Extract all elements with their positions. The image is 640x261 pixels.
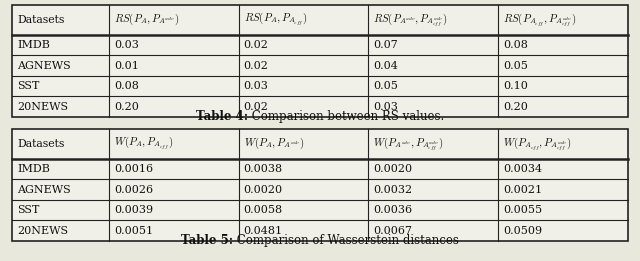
Text: 0.0481: 0.0481: [244, 226, 283, 236]
Text: $\mathit{W}(P_{A^{adv}}, P_{A^{adv}_{eff}})$: $\mathit{W}(P_{A^{adv}}, P_{A^{adv}_{eff…: [373, 135, 444, 153]
Text: $\mathit{W}(P_{A_{eff}}, P_{A^{adv}_{eff}})$: $\mathit{W}(P_{A_{eff}}, P_{A^{adv}_{eff…: [503, 135, 572, 153]
Text: 0.03: 0.03: [373, 102, 398, 112]
Text: 0.0039: 0.0039: [115, 205, 154, 215]
Text: Comparison of Wasserstein distances: Comparison of Wasserstein distances: [233, 234, 459, 247]
Text: SST: SST: [17, 205, 40, 215]
Text: 0.03: 0.03: [244, 81, 269, 91]
Text: 20NEWS: 20NEWS: [17, 102, 68, 112]
Text: AGNEWS: AGNEWS: [17, 61, 71, 70]
Text: 0.01: 0.01: [115, 61, 140, 70]
Text: IMDB: IMDB: [17, 164, 50, 174]
Text: $\mathit{RS}(P_A, P_{A^{adv}})$: $\mathit{RS}(P_A, P_{A^{adv}})$: [115, 12, 180, 27]
Text: 0.0032: 0.0032: [373, 185, 412, 194]
Text: Table 4:: Table 4:: [196, 110, 248, 123]
Text: 0.08: 0.08: [503, 40, 528, 50]
Text: 0.20: 0.20: [503, 102, 528, 112]
Bar: [12, 129, 628, 241]
Text: 0.0055: 0.0055: [503, 205, 542, 215]
Text: Comparison between RS values.: Comparison between RS values.: [248, 110, 444, 123]
Text: 0.03: 0.03: [115, 40, 140, 50]
Text: 0.0020: 0.0020: [244, 185, 283, 194]
Text: $\mathit{W}(P_A, P_{A^{adv}})$: $\mathit{W}(P_A, P_{A^{adv}})$: [244, 136, 305, 151]
Text: Datasets: Datasets: [17, 15, 65, 25]
Text: 0.0016: 0.0016: [115, 164, 154, 174]
Text: AGNEWS: AGNEWS: [17, 185, 71, 194]
Text: 0.0058: 0.0058: [244, 205, 283, 215]
Text: 0.0067: 0.0067: [373, 226, 412, 236]
Text: 0.02: 0.02: [244, 61, 269, 70]
Text: $\mathit{W}(P_A, P_{A_{eff}})$: $\mathit{W}(P_A, P_{A_{eff}})$: [115, 135, 173, 152]
Text: IMDB: IMDB: [17, 40, 50, 50]
Text: 0.0026: 0.0026: [115, 185, 154, 194]
Bar: [12, 5, 628, 117]
Text: 0.0020: 0.0020: [373, 164, 412, 174]
Text: Table 5:: Table 5:: [181, 234, 233, 247]
Text: 0.05: 0.05: [503, 61, 528, 70]
Text: 0.08: 0.08: [115, 81, 140, 91]
Text: 0.20: 0.20: [115, 102, 140, 112]
Text: 0.05: 0.05: [373, 81, 398, 91]
Text: $\mathit{RS}(P_{A^{adv}}, P_{A^{adv}_{eff}})$: $\mathit{RS}(P_{A^{adv}}, P_{A^{adv}_{ef…: [373, 11, 448, 29]
Text: 0.0051: 0.0051: [115, 226, 154, 236]
Text: $\mathit{RS}(P_A, P_{A_{eff}})$: $\mathit{RS}(P_A, P_{A_{eff}})$: [244, 11, 308, 28]
Text: 0.0038: 0.0038: [244, 164, 283, 174]
Text: $\mathit{RS}(P_{A_{eff}}, P_{A^{adv}_{eff}})$: $\mathit{RS}(P_{A_{eff}}, P_{A^{adv}_{ef…: [503, 11, 577, 29]
Text: 0.10: 0.10: [503, 81, 528, 91]
Text: 0.07: 0.07: [373, 40, 398, 50]
Text: 0.0509: 0.0509: [503, 226, 542, 236]
Text: SST: SST: [17, 81, 40, 91]
Text: 0.0021: 0.0021: [503, 185, 542, 194]
Text: Datasets: Datasets: [17, 139, 65, 149]
Text: 0.0036: 0.0036: [373, 205, 412, 215]
Text: 0.02: 0.02: [244, 102, 269, 112]
Text: 0.04: 0.04: [373, 61, 398, 70]
Text: 20NEWS: 20NEWS: [17, 226, 68, 236]
Text: 0.0034: 0.0034: [503, 164, 542, 174]
Text: 0.02: 0.02: [244, 40, 269, 50]
